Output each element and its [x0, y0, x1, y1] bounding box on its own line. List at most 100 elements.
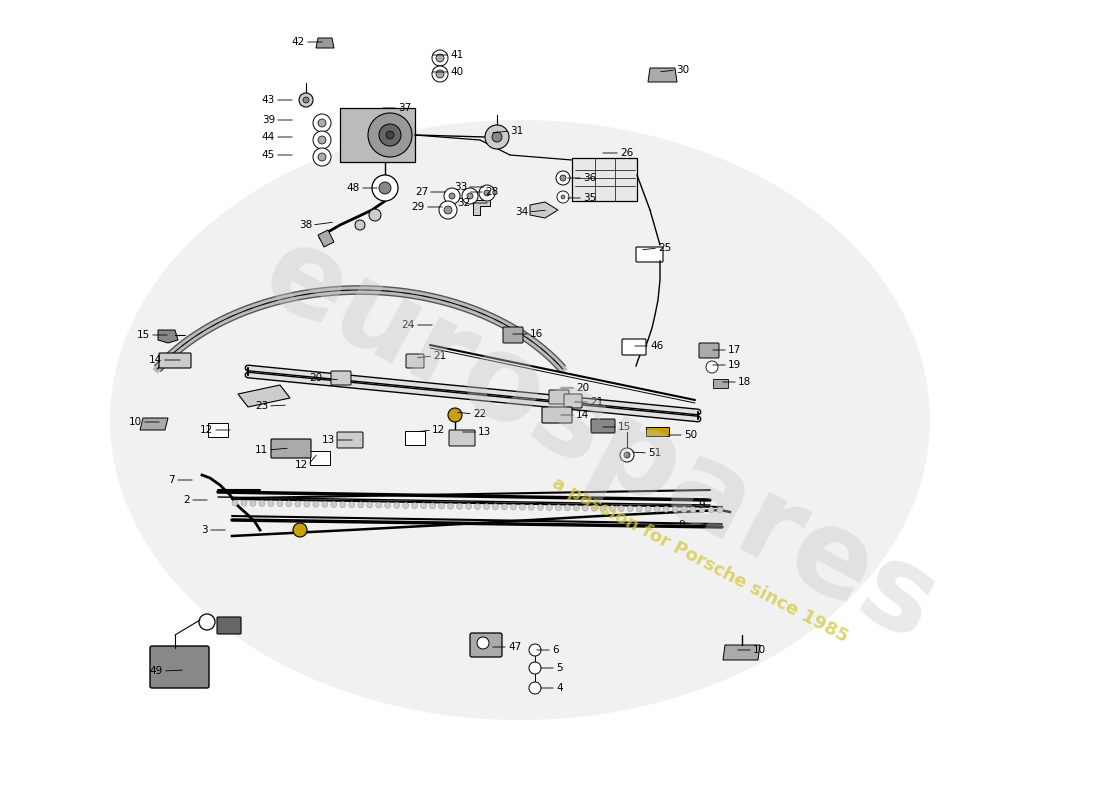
Circle shape	[620, 448, 634, 462]
Circle shape	[636, 506, 642, 512]
Circle shape	[372, 175, 398, 201]
FancyBboxPatch shape	[150, 646, 209, 688]
Circle shape	[468, 193, 473, 199]
Text: 33: 33	[453, 182, 468, 192]
FancyBboxPatch shape	[636, 247, 663, 262]
Text: 12: 12	[432, 425, 446, 435]
Circle shape	[624, 452, 630, 458]
Circle shape	[474, 503, 481, 510]
Circle shape	[557, 191, 569, 203]
Circle shape	[379, 182, 390, 194]
Circle shape	[663, 506, 669, 512]
FancyBboxPatch shape	[470, 633, 502, 657]
Circle shape	[439, 503, 444, 509]
Text: 40: 40	[450, 67, 463, 77]
Circle shape	[385, 502, 390, 508]
Circle shape	[478, 185, 495, 201]
Circle shape	[318, 119, 326, 127]
Text: 32: 32	[456, 198, 470, 208]
Circle shape	[698, 506, 705, 513]
Circle shape	[314, 148, 331, 166]
Circle shape	[430, 503, 436, 509]
Circle shape	[529, 662, 541, 674]
Circle shape	[484, 190, 490, 196]
Text: 30: 30	[676, 65, 689, 75]
Polygon shape	[723, 645, 760, 660]
Circle shape	[318, 153, 326, 161]
Polygon shape	[208, 423, 228, 437]
FancyBboxPatch shape	[160, 353, 191, 368]
Text: eurospares: eurospares	[243, 214, 956, 666]
Circle shape	[436, 54, 444, 62]
FancyBboxPatch shape	[337, 432, 363, 448]
Circle shape	[349, 502, 355, 508]
Circle shape	[304, 501, 310, 507]
Text: 38: 38	[299, 220, 312, 230]
FancyBboxPatch shape	[647, 427, 670, 437]
Text: 11: 11	[255, 445, 268, 455]
Text: 47: 47	[508, 642, 521, 652]
Text: 4: 4	[556, 683, 562, 693]
Circle shape	[268, 501, 274, 506]
Polygon shape	[158, 330, 178, 343]
Circle shape	[241, 500, 248, 506]
Circle shape	[376, 502, 382, 508]
Polygon shape	[316, 38, 334, 48]
Circle shape	[448, 408, 462, 422]
Circle shape	[493, 504, 498, 510]
Circle shape	[717, 507, 723, 513]
Circle shape	[355, 220, 365, 230]
Text: 14: 14	[148, 355, 162, 365]
Circle shape	[708, 507, 714, 513]
Circle shape	[258, 500, 265, 506]
Circle shape	[556, 171, 570, 185]
Text: 8: 8	[678, 520, 684, 530]
Circle shape	[432, 66, 448, 82]
Circle shape	[318, 136, 326, 144]
Circle shape	[277, 501, 283, 506]
Circle shape	[449, 193, 455, 199]
Circle shape	[654, 506, 660, 512]
Circle shape	[368, 113, 412, 157]
Circle shape	[368, 209, 381, 221]
Circle shape	[519, 504, 526, 510]
Text: 13: 13	[321, 435, 336, 445]
Text: 13: 13	[478, 427, 492, 437]
Polygon shape	[310, 451, 330, 465]
Text: 44: 44	[262, 132, 275, 142]
Text: 19: 19	[728, 360, 741, 370]
Text: 14: 14	[576, 410, 590, 420]
FancyBboxPatch shape	[503, 327, 522, 343]
Circle shape	[556, 505, 561, 510]
Circle shape	[302, 97, 309, 103]
Text: 42: 42	[292, 37, 305, 47]
Polygon shape	[340, 108, 415, 162]
Circle shape	[314, 114, 331, 132]
Text: 10: 10	[129, 417, 142, 427]
Text: 17: 17	[728, 345, 741, 355]
Text: 7: 7	[168, 475, 175, 485]
Text: 12: 12	[295, 460, 308, 470]
Text: 28: 28	[485, 187, 498, 197]
Circle shape	[465, 503, 472, 510]
Text: 2: 2	[184, 495, 190, 505]
Polygon shape	[648, 68, 676, 82]
Circle shape	[477, 637, 490, 649]
Bar	[572, 158, 637, 201]
Text: 21: 21	[433, 351, 447, 361]
Text: 21: 21	[590, 397, 603, 407]
Circle shape	[706, 361, 718, 373]
Text: 18: 18	[738, 377, 751, 387]
FancyBboxPatch shape	[449, 430, 475, 446]
FancyBboxPatch shape	[549, 390, 569, 404]
Text: 20: 20	[309, 373, 322, 383]
Circle shape	[411, 502, 418, 509]
Circle shape	[232, 500, 238, 506]
Circle shape	[456, 503, 462, 510]
Text: 31: 31	[510, 126, 524, 136]
Text: 45: 45	[262, 150, 275, 160]
Circle shape	[645, 506, 651, 512]
FancyBboxPatch shape	[591, 419, 615, 433]
Text: 5: 5	[556, 663, 562, 673]
Polygon shape	[140, 418, 168, 430]
